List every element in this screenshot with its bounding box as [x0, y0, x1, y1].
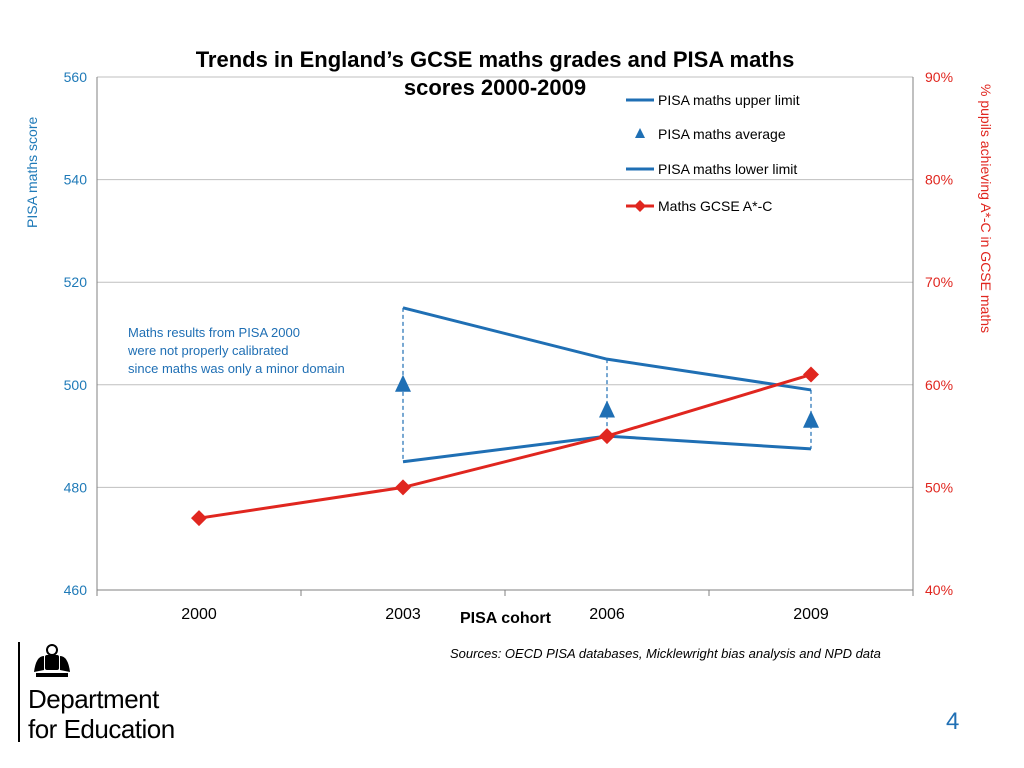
royal-crest-icon	[34, 644, 70, 677]
left-axis-tick-label: 520	[64, 274, 88, 290]
pisa-average-point	[803, 410, 819, 428]
left-axis-tick-label: 500	[64, 377, 88, 393]
left-axis-tick-label: 480	[64, 479, 88, 495]
legend-label: PISA maths upper limit	[658, 92, 800, 108]
x-axis-tick-label: 2006	[589, 606, 625, 623]
x-axis-label: PISA cohort	[460, 610, 551, 627]
left-axis-label: PISA maths score	[24, 116, 40, 228]
x-axis-tick-label: 2009	[793, 606, 829, 623]
left-axis-tick-label: 560	[64, 69, 88, 85]
chart-title-line-1: Trends in England’s GCSE maths grades an…	[195, 47, 795, 72]
left-axis-tick-label: 540	[64, 172, 88, 188]
right-axis-tick-label: 60%	[925, 377, 953, 393]
chart-title-line-2: scores 2000-2009	[403, 75, 587, 100]
legend-label: PISA maths lower limit	[658, 161, 798, 177]
chart-title: Trends in England’s GCSE maths grades an…	[140, 46, 850, 102]
calibration-note-line: were not properly calibrated	[128, 343, 289, 358]
legend-item-lower-limit: PISA maths lower limit	[624, 159, 797, 179]
gcse-point	[191, 510, 207, 527]
legend-label: PISA maths average	[658, 126, 786, 142]
logo-rule	[18, 642, 20, 742]
logo-text-line-1: Department	[28, 684, 159, 714]
pisa-average-point	[395, 374, 411, 392]
x-axis-tick-label: 2003	[385, 606, 421, 623]
right-axis-tick-label: 40%	[925, 582, 953, 598]
gcse-point	[599, 428, 615, 445]
x-axis-tick-label: 2000	[181, 606, 217, 623]
gcse-line	[198, 373, 812, 520]
right-axis-tick-label: 50%	[925, 479, 953, 495]
right-axis-tick-label: 80%	[925, 172, 953, 188]
gcse-point	[395, 479, 411, 496]
left-axis-tick-label: 460	[64, 582, 88, 598]
calibration-note-line: since maths was only a minor domain	[128, 361, 345, 376]
sources-note: Sources: OECD PISA databases, Micklewrig…	[450, 646, 881, 661]
legend-item-upper-limit: PISA maths upper limit	[624, 90, 800, 110]
legend-item-average: PISA maths average	[624, 124, 786, 144]
legend-label: Maths GCSE A*-C	[658, 198, 773, 214]
calibration-note: Maths results from PISA 2000 were not pr…	[128, 324, 408, 378]
right-axis-label: % pupils achieving A*-C in GCSE maths	[978, 84, 994, 333]
right-axis-tick-label: 70%	[925, 274, 953, 290]
legend-item-gcse: Maths GCSE A*-C	[624, 196, 772, 216]
pisa-upper-limit-line	[402, 306, 812, 392]
pisa-average-point	[599, 400, 615, 418]
logo-text-line-2: for Education	[28, 714, 175, 744]
right-axis-tick-label: 90%	[925, 69, 953, 85]
gcse-point	[803, 366, 819, 383]
calibration-note-line: Maths results from PISA 2000	[128, 325, 300, 340]
page-number: 4	[946, 708, 960, 735]
department-logo: Department for Education	[18, 640, 186, 744]
